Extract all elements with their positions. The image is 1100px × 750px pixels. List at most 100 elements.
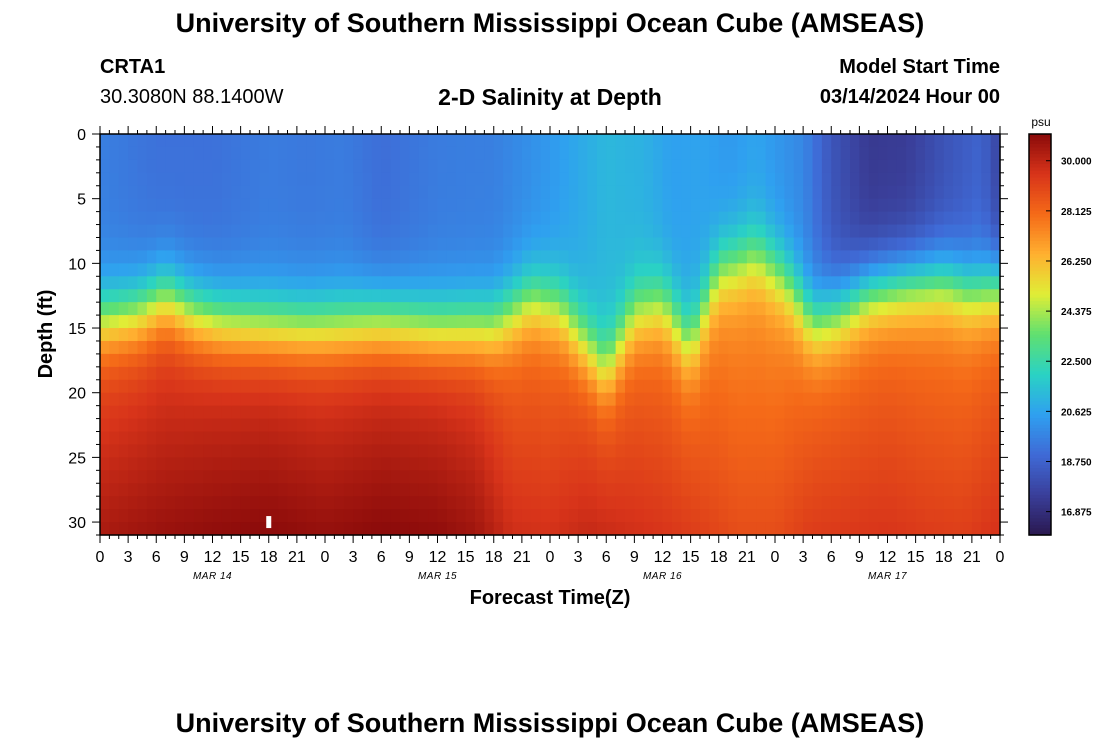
heat-cell: [925, 211, 935, 226]
heat-cell: [175, 263, 185, 277]
heat-cell: [746, 224, 757, 239]
x-tick-label: 3: [124, 549, 133, 566]
heat-cell: [775, 483, 785, 497]
heat-cell: [906, 496, 917, 510]
heat-cell: [128, 522, 139, 536]
heat-cell: [662, 444, 673, 458]
heat-cell: [812, 444, 823, 458]
heat-cell: [184, 418, 195, 433]
heat-cell: [137, 302, 148, 316]
heat-cell: [550, 444, 560, 458]
heat-cell: [343, 211, 354, 226]
heat-cell: [775, 353, 785, 368]
heat-cell: [221, 185, 232, 200]
heat-cell: [812, 522, 823, 536]
heat-cell: [428, 198, 439, 213]
heat-cell: [662, 509, 673, 523]
heat-cell: [559, 444, 570, 458]
heat-cell: [540, 172, 551, 187]
heat-cell: [953, 522, 964, 536]
heat-cell: [559, 276, 570, 290]
heat-cell: [100, 185, 110, 200]
heat-cell: [690, 211, 701, 226]
heat-cell: [400, 302, 410, 316]
heat-cell: [484, 224, 495, 239]
heat-cell: [475, 211, 485, 226]
heat-cell: [756, 302, 767, 316]
heat-cell: [793, 185, 804, 200]
heat-cell: [793, 146, 804, 161]
heat-cell: [118, 405, 129, 420]
heat-cell: [437, 134, 448, 148]
heat-cell: [737, 366, 748, 381]
heat-cell: [653, 483, 664, 497]
heat-cell: [840, 250, 851, 264]
colorbar-segment: [1029, 220, 1051, 225]
heat-cell: [418, 172, 429, 187]
heat-cell: [746, 483, 757, 497]
heat-cell: [118, 146, 129, 161]
heat-cell: [484, 366, 495, 381]
heat-cell: [821, 457, 832, 471]
heat-cell: [128, 134, 139, 148]
heat-cell: [568, 328, 579, 342]
colorbar-tick-label: 26.250: [1061, 257, 1092, 268]
heat-cell: [475, 172, 485, 187]
heat-cell: [325, 250, 335, 264]
heat-cell: [728, 302, 739, 316]
heat-cell: [212, 353, 223, 368]
heat-cell: [446, 159, 457, 174]
heat-cell: [615, 418, 626, 433]
heat-cell: [353, 353, 364, 368]
heat-cell: [896, 431, 907, 446]
heat-cell: [887, 457, 898, 471]
heat-cell: [100, 315, 110, 329]
x-tick-label: 9: [855, 549, 864, 566]
heat-cell: [587, 392, 598, 407]
heat-cell: [512, 134, 523, 148]
heat-cell: [371, 366, 382, 381]
heat-cell: [550, 457, 560, 471]
heat-cell: [981, 134, 992, 148]
heat-cell: [718, 444, 729, 458]
heat-cell: [128, 496, 139, 510]
heat-cell: [859, 457, 870, 471]
heat-cell: [915, 146, 926, 161]
heat-cell: [137, 328, 148, 342]
heat-cell: [784, 392, 795, 407]
heat-cell: [203, 134, 214, 148]
heat-cell: [925, 289, 935, 303]
heat-cell: [465, 315, 476, 329]
heat-cell: [671, 159, 682, 174]
heat-cell: [737, 224, 748, 239]
heat-cell: [118, 340, 129, 355]
heat-cell: [231, 444, 242, 458]
heat-cell: [625, 457, 635, 471]
heat-cell: [371, 328, 382, 342]
heat-cell: [315, 353, 326, 368]
heat-cell: [531, 405, 542, 420]
colorbar-frame: [1028, 133, 1052, 536]
heat-cell: [484, 509, 495, 523]
heat-cell: [728, 509, 739, 523]
heat-cell: [353, 172, 364, 187]
heat-cell: [878, 263, 889, 277]
heat-cell: [212, 250, 223, 264]
heat-cell: [353, 340, 364, 355]
heat-cell: [981, 379, 992, 394]
heat-cell: [465, 198, 476, 213]
heat-cell: [596, 237, 607, 252]
heat-cell: [278, 418, 289, 433]
heat-cell: [784, 146, 795, 161]
heat-cell: [559, 185, 570, 200]
heat-cell: [559, 457, 570, 471]
heat-cell: [381, 496, 392, 510]
heat-cell: [240, 392, 251, 407]
heat-cell: [456, 315, 467, 329]
heat-cell: [868, 457, 879, 471]
heat-cell: [915, 366, 926, 381]
heat-cell: [690, 328, 701, 342]
heat-cell: [287, 522, 298, 536]
heat-cell: [362, 134, 373, 148]
heat-cell: [550, 146, 560, 161]
